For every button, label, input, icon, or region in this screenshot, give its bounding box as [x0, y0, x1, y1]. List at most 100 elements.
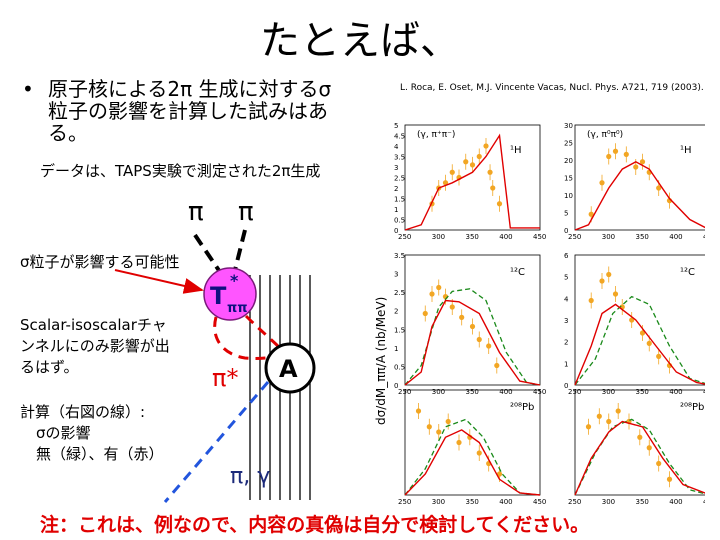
y-tick-label: 0: [394, 227, 398, 235]
y-tick-label: 2: [394, 308, 398, 316]
x-tick-label: 400: [669, 498, 682, 505]
cross-section-plots: dσ/dM_ππ/A (nb/MeV) 250 300 350 400 45000.51…: [374, 122, 705, 505]
y-tick-label: 10: [564, 192, 573, 200]
x-tick-label: 300: [602, 498, 615, 505]
red-curve: [404, 429, 541, 496]
pion-line-left: [193, 233, 222, 274]
x-tick-label: 300: [602, 388, 615, 396]
calc-note-line1: 計算（右図の線）:: [20, 403, 146, 421]
red-curve: [404, 299, 541, 386]
data-point: [436, 284, 442, 291]
plot-panel: 250 300 350 400 450 0 5 10 15 20 25 30 (γ, π⁰π⁰) ¹H: [564, 122, 705, 241]
data-point: [494, 362, 500, 369]
x-tick-label: 400: [669, 233, 682, 241]
y-tick-label: 0: [564, 227, 568, 235]
x-tick-label: 400: [499, 388, 512, 396]
y-tick-label: 20: [564, 157, 573, 165]
t-matrix-circle: [203, 267, 257, 321]
x-tick-label: 300: [432, 388, 445, 396]
data-point: [639, 159, 646, 165]
data-point: [476, 153, 482, 160]
green-curve: [574, 295, 705, 386]
data-point: [459, 314, 465, 320]
x-tick-label: 450: [703, 498, 705, 505]
y-tick-label: 30: [564, 122, 573, 130]
target-label: ¹H: [510, 145, 522, 156]
data-point: [646, 340, 652, 346]
x-tick-label: 400: [499, 498, 512, 505]
green-curve: [404, 288, 541, 386]
reaction-label: (γ, π⁰π⁰): [587, 130, 623, 140]
pi-label-left: π: [188, 197, 204, 227]
plot-frame: [574, 254, 705, 386]
x-tick-label: 250: [568, 498, 581, 505]
plots-ylabel: dσ/dM_ππ/A (nb/MeV): [374, 297, 388, 425]
probe-label: π, γ: [230, 464, 270, 489]
data-point: [588, 297, 594, 304]
data-point: [585, 424, 592, 430]
y-tick-label: 4: [394, 143, 399, 151]
x-tick-label: 350: [466, 498, 479, 505]
data-point: [463, 159, 469, 165]
scalar-note: Scalar-isoscalarチャンネルにのみ影響が出るはず。: [20, 316, 170, 376]
x-tick-label: 400: [669, 388, 682, 396]
data-point: [456, 439, 462, 446]
data-point: [422, 310, 428, 317]
data-point: [496, 471, 503, 477]
data-point: [476, 450, 482, 456]
x-tick-label: 250: [398, 498, 411, 505]
data-point: [623, 151, 629, 157]
x-tick-label: 450: [703, 388, 705, 396]
t-label: T: [210, 282, 227, 310]
data-point: [656, 185, 662, 191]
x-tick-label: 350: [636, 498, 649, 505]
sigma-arrow: [114, 269, 204, 294]
data-point: [656, 353, 662, 359]
plot-panel: 250 300 350 400 450 ²⁰⁸Pb: [398, 389, 546, 505]
plot-panel: 250 300 350 400 450 0 0.5 1 1.5 2 2.5 3 3.5 4 4.5 5 (γ, …: [394, 122, 546, 241]
y-tick-label: 2: [394, 185, 398, 193]
x-tick-label: 300: [432, 498, 445, 505]
plot-panel: 250 300 350 400 450 ²⁰⁸Pb: [568, 389, 705, 505]
y-tick-label: 1.5: [394, 196, 405, 204]
y-tick-label: 0: [394, 382, 398, 390]
x-tick-label: 450: [533, 498, 546, 505]
x-tick-label: 250: [398, 233, 411, 241]
probe-line: [163, 381, 270, 503]
pi-label-right: π: [238, 197, 254, 227]
data-point: [496, 201, 503, 207]
y-tick-label: 3.5: [394, 252, 405, 260]
reaction-diagram: π π T ππ * π* A π, γ: [163, 197, 316, 503]
x-tick-label: 300: [432, 233, 445, 241]
data-point: [436, 429, 442, 435]
data-point: [429, 291, 435, 297]
y-tick-label: 4: [564, 295, 569, 303]
t-superscript: *: [230, 271, 239, 290]
calc-note-line2: σの影響: [36, 424, 91, 442]
data-point: [666, 476, 673, 482]
sigma-arrow-line: [114, 269, 204, 294]
y-tick-label: 3.5: [394, 154, 405, 162]
data-point: [588, 211, 594, 217]
pi-star-label: π*: [212, 364, 238, 392]
data-point: [487, 169, 493, 175]
y-tick-label: 2: [564, 339, 568, 347]
target-label: ²⁰⁸Pb: [510, 402, 534, 413]
data-point: [469, 162, 476, 168]
x-tick-label: 350: [466, 388, 479, 396]
calc-note-line3: 無（緑）、有（赤）: [36, 445, 164, 463]
y-tick-label: 15: [564, 175, 573, 183]
data-point: [656, 460, 662, 467]
x-tick-label: 450: [703, 233, 705, 241]
x-tick-label: 450: [533, 233, 546, 241]
plot-frame: [404, 254, 541, 386]
plot-frame: [574, 124, 705, 231]
disclaimer-footnote: 注：これは、例なので、内容の真偽は自分で検討してください。: [40, 514, 590, 536]
reaction-label: (γ, π⁺π⁻): [417, 130, 455, 140]
x-tick-label: 350: [466, 233, 479, 241]
data-note: データは、TAPS実験で測定された2π生成: [40, 162, 321, 180]
data-point: [599, 180, 605, 186]
y-tick-label: 0.5: [394, 217, 405, 225]
y-tick-label: 5: [564, 210, 568, 218]
target-label: ¹²C: [510, 267, 525, 278]
